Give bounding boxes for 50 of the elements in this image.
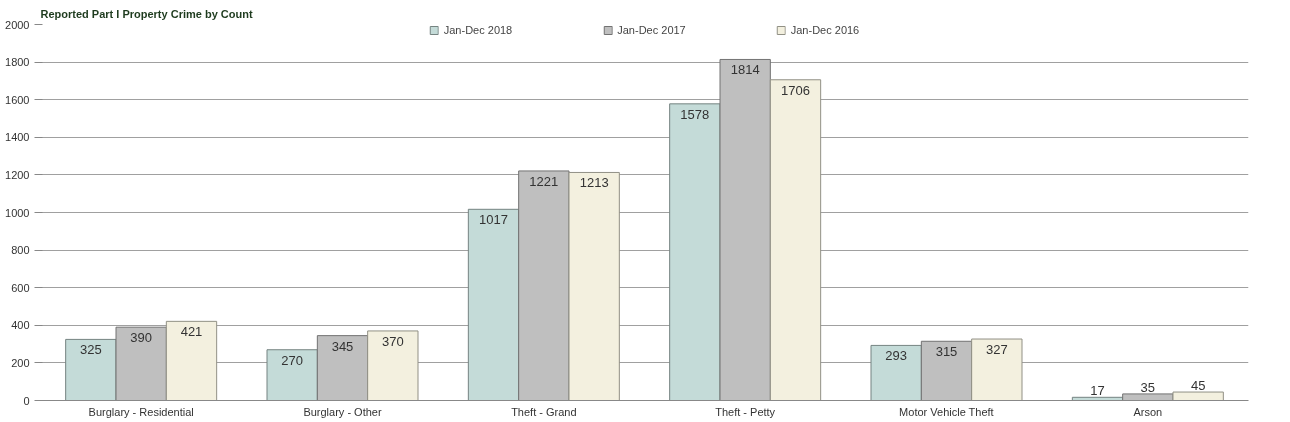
bar: [669, 103, 721, 401]
bar: [870, 344, 922, 401]
x-tick-label: Theft - Grand: [511, 405, 577, 418]
bar: [266, 349, 318, 401]
y-tick-label: 2000: [5, 18, 30, 31]
data-label: 270: [281, 352, 304, 368]
y-tick-label: 1400: [5, 131, 30, 144]
bar: [719, 58, 771, 401]
bar: [115, 326, 167, 401]
legend-label: Jan-Dec 2017: [617, 24, 686, 36]
chart-title: Reported Part I Property Crime by Count: [40, 7, 253, 20]
bar: [316, 335, 369, 401]
data-label: 1578: [680, 106, 710, 122]
y-tick-label: 1000: [5, 206, 30, 219]
data-label: 1017: [479, 212, 508, 228]
bar: [467, 208, 520, 401]
y-tick-label: 1200: [5, 168, 30, 181]
data-label: 293: [885, 348, 908, 364]
data-label: 327: [985, 342, 1008, 358]
y-tick-label: 0: [23, 394, 30, 407]
y-tick-label: 200: [11, 356, 30, 369]
x-tick-label: Burglary - Other: [303, 405, 382, 418]
data-label: 421: [180, 324, 203, 340]
bar: [920, 340, 973, 401]
data-label: 370: [381, 333, 404, 349]
x-tick-label: Motor Vehicle Theft: [899, 405, 994, 418]
y-tick-label: 600: [11, 281, 30, 294]
y-tick-label: 1600: [5, 93, 30, 106]
bar: [65, 338, 117, 401]
x-tick-label: Arson: [1133, 405, 1163, 418]
data-label: 1221: [529, 173, 559, 189]
legend-label: Jan-Dec 2016: [790, 24, 860, 36]
data-label: 1706: [781, 82, 810, 98]
data-label: 17: [1090, 383, 1105, 399]
data-label: 325: [79, 342, 102, 358]
y-tick-label: 400: [11, 319, 30, 332]
data-label: 1814: [730, 62, 760, 78]
y-tick-label: 1800: [5, 56, 30, 69]
legend-label: Jan-Dec 2018: [443, 24, 513, 36]
data-label: 390: [130, 330, 153, 346]
data-label: 315: [935, 344, 958, 360]
x-tick-label: Burglary - Residential: [88, 405, 194, 418]
bar: [1122, 393, 1174, 401]
y-tick-label: 800: [11, 244, 30, 257]
data-label: 35: [1140, 379, 1156, 395]
bar: [518, 170, 570, 401]
x-tick-label: Theft - Petty: [715, 405, 776, 418]
data-label: 345: [331, 338, 354, 354]
data-label: 1213: [579, 175, 609, 191]
data-label: 45: [1190, 378, 1206, 394]
